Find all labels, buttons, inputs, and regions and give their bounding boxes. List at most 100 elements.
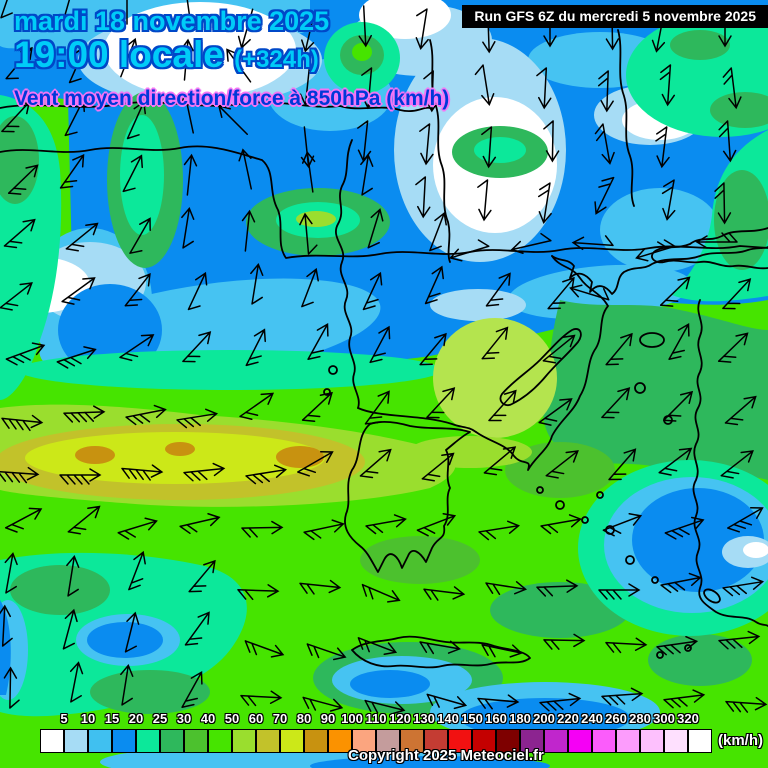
wind-arrow (180, 92, 194, 134)
wind-arrow (303, 519, 345, 541)
wind-arrow (299, 64, 314, 107)
wind-arrow (722, 278, 752, 310)
wind-arrow (5, 46, 33, 80)
wind-region-green (90, 670, 210, 714)
wind-arrow (477, 179, 492, 222)
legend-color-box (136, 729, 160, 753)
time-value: 19:00 locale (14, 34, 224, 75)
wind-arrow (240, 690, 283, 707)
wind-arrow (302, 696, 344, 712)
wind-region-seagreen (543, 300, 768, 480)
wind-arrow (122, 154, 143, 193)
legend-value-label: 25 (152, 711, 168, 726)
legend-color-box (112, 729, 136, 753)
legend-color-box (184, 729, 208, 753)
legend-color-box (88, 729, 112, 753)
wind-arrow (299, 579, 342, 595)
wind-arrow (421, 452, 455, 482)
wind-arrow (488, 389, 517, 422)
wind-arrow (477, 694, 520, 710)
wind-arrow (59, 153, 85, 189)
wind-arrow (720, 450, 754, 479)
wind-arrow (481, 326, 509, 360)
wind-arrow (660, 572, 702, 594)
wind-arrow (67, 505, 101, 535)
legend-value-label: 15 (104, 711, 120, 726)
legend-color-box (160, 729, 184, 753)
wind-arrow (306, 643, 347, 661)
legend-value-label: 200 (533, 711, 555, 726)
wind-arrow (241, 209, 256, 252)
wind-arrow (481, 126, 497, 169)
legend-value-label: 30 (176, 711, 192, 726)
wind-arrow (301, 150, 316, 193)
wind-arrow (571, 235, 614, 251)
wind-arrow (365, 514, 407, 535)
wind-arrow (478, 520, 521, 541)
wind-arrow (717, 332, 749, 363)
wind-arrow (68, 44, 88, 84)
wind-arrow (483, 446, 517, 476)
time-label: 19:00 locale (+324h) (14, 36, 319, 73)
wind-arrow (594, 176, 615, 215)
wind-arrow (545, 450, 579, 479)
legend-color-box (352, 729, 376, 753)
wind-arrow (188, 559, 216, 593)
wind-arrow (415, 8, 429, 51)
legend-color-box (592, 729, 616, 753)
wind-arrow (536, 579, 579, 597)
wind-arrow (725, 696, 768, 713)
wind-arrow (7, 164, 39, 195)
wind-region-goldspot (276, 446, 324, 468)
wind-arrow (299, 212, 318, 255)
wind-arrow (359, 448, 392, 479)
wind-region-green (18, 350, 442, 390)
wind-region-green (474, 137, 526, 163)
legend-value-label: 5 (60, 711, 68, 726)
wind-arrow (416, 513, 457, 537)
wind-arrow (3, 218, 36, 249)
legend-value-label: 100 (341, 711, 363, 726)
wind-arrow (3, 666, 20, 709)
wind-arrow (128, 550, 146, 591)
wind-arrow (69, 661, 84, 703)
wind-arrow (419, 332, 447, 366)
wind-region-yellow (25, 432, 325, 484)
wind-arrow (718, 120, 737, 163)
legend-value-label: 50 (224, 711, 240, 726)
wind-arrow (423, 586, 466, 601)
wind-region-green (0, 116, 39, 204)
wind-arrow (182, 331, 212, 363)
wind-region-seagreen (505, 442, 615, 498)
wind-arrow (65, 222, 99, 252)
legend-color-box (688, 729, 712, 753)
wind-arrow (659, 64, 676, 107)
wind-arrow (594, 123, 615, 165)
wind-arrow (117, 517, 158, 540)
legend-color-box (376, 729, 400, 753)
legend-color-box (304, 729, 328, 753)
wind-arrow (601, 387, 631, 419)
wind-region-se-blue (743, 542, 768, 558)
wind-arrow (542, 334, 576, 364)
wind-arrow (369, 325, 391, 364)
legend-value-label: 40 (200, 711, 216, 726)
wind-arrow (184, 611, 210, 646)
wind-arrow (59, 468, 102, 485)
wind-region-blue-blob (310, 756, 550, 768)
wind-arrow (415, 176, 431, 219)
legend-value-label: 20 (128, 711, 144, 726)
wind-arrow (658, 447, 693, 476)
legend-value-label: 90 (320, 711, 336, 726)
wind-arrow (63, 405, 106, 423)
wind-arrow (362, 271, 383, 311)
legend-value-label: 150 (461, 711, 483, 726)
wind-region-green (120, 115, 164, 235)
variable-label: Vent moyen direction/force à 850hPa (km/… (14, 87, 450, 110)
legend-value-label: 10 (80, 711, 96, 726)
legend-color-box (472, 729, 496, 753)
wind-arrow (727, 507, 764, 533)
wind-arrow (183, 153, 198, 196)
wind-region-blue-blob (460, 698, 630, 738)
